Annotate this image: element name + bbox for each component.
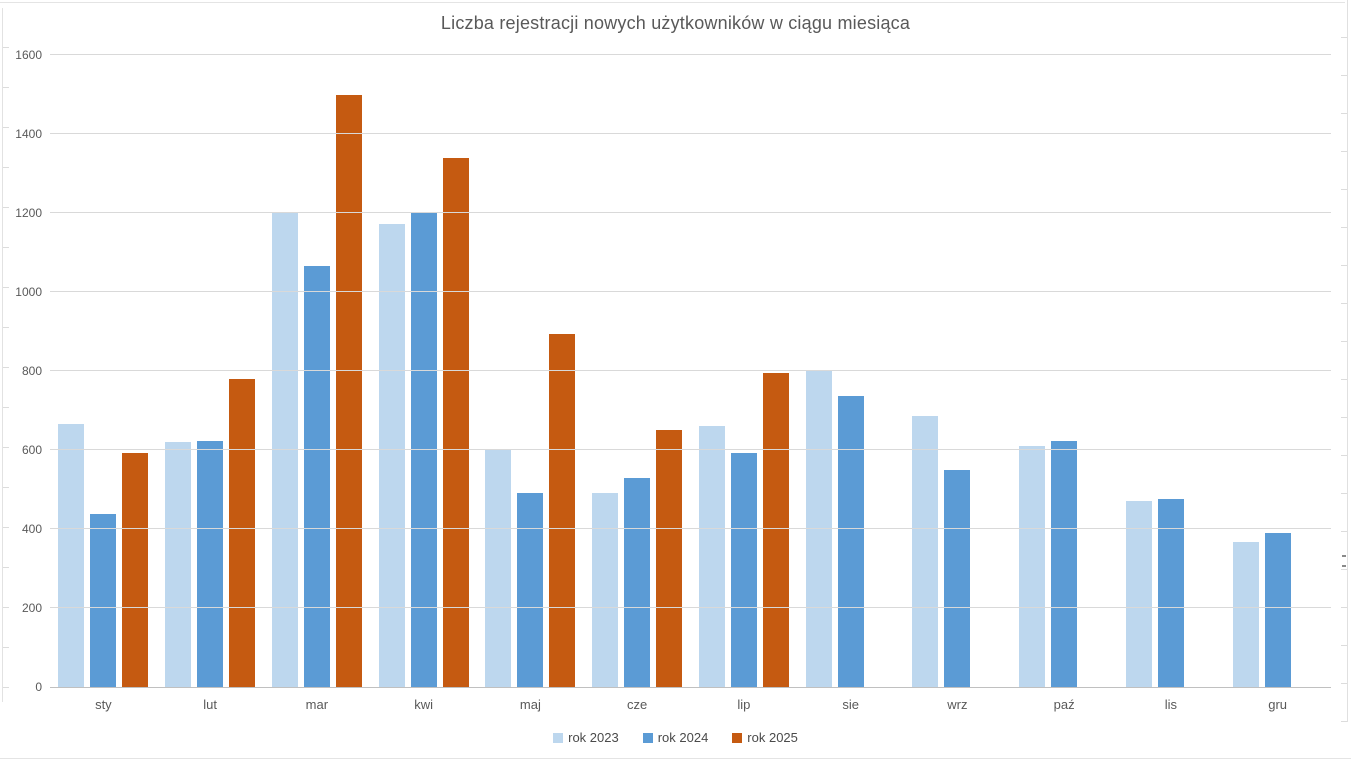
bar-lip-rok-2024 [730,453,757,687]
bar-group-paź [1011,55,1118,687]
cropped-edge-line-bottom [0,758,1351,759]
bar-lip-rok-2023 [698,425,725,687]
bar-cze-rok-2024 [624,477,651,687]
plot-area [50,54,1331,688]
y-tick-label-800: 800 [21,364,42,378]
x-axis-labels: sty lut mar kwi maj cze lip sie wrz paź lis gru [50,697,1331,712]
chart-title: Liczba rejestracji nowych użytkowników w… [440,13,911,33]
x-tick-label-lip: lip [737,697,751,712]
bar-wrz-rok-2024 [944,470,971,687]
x-tick-label-sie: sie [842,697,859,712]
legend-swatch-icon [732,732,743,743]
bar-group-lis [1118,55,1225,687]
bar-group-lut [157,55,264,687]
cropped-edge-ticks-right [1341,0,1348,722]
y-axis-labels: 0 200 400 600 800 1000 1200 1400 1600 [0,48,42,694]
bar-maj-rok-2025 [549,334,576,687]
bar-sty-rok-2025 [122,452,149,687]
y-tick-label-400: 400 [21,522,42,536]
legend-label: rok 2023 [568,730,619,745]
bar-lip-rok-2025 [762,372,789,687]
bar-sie-rok-2024 [837,395,864,687]
x-tick-label-kwi: kwi [414,697,434,712]
x-tick-label-gru: gru [1268,697,1288,712]
bar-group-kwi [370,55,477,687]
x-axis-line [50,687,1331,688]
legend-item-rok-2023: rok 2023 [553,730,619,745]
gridline-800 [50,370,1331,371]
x-tick-label-lis: lis [1164,697,1178,712]
bar-group-sie [797,55,904,687]
bar-group-sty [50,55,157,687]
bar-group-gru [1224,55,1331,687]
legend-item-rok-2024: rok 2024 [642,730,709,745]
gridline-1200 [50,212,1331,213]
legend-swatch-icon [642,732,653,743]
bar-group-mar [264,55,371,687]
bar-paź-rok-2023 [1019,445,1046,687]
bar-group-maj [477,55,584,687]
x-tick-label-paź: paź [1053,697,1075,712]
y-tick-label-1600: 1600 [15,48,42,62]
gridline-400 [50,528,1331,529]
bar-group-lip [691,55,798,687]
gridline-200 [50,607,1331,608]
x-tick-label-maj: maj [519,697,541,712]
bar-mar-rok-2025 [335,94,362,687]
x-tick-label-wrz: wrz [947,697,968,712]
y-tick-label-1400: 1400 [15,127,42,141]
bar-group-cze [584,55,691,687]
x-tick-label-sty: sty [95,697,112,712]
gridline-1000 [50,291,1331,292]
bar-group-wrz [904,55,1011,687]
y-tick-label-0: 0 [35,680,42,694]
bar-mar-rok-2024 [303,266,330,687]
bar-groups [50,55,1331,687]
bar-wrz-rok-2023 [912,416,939,687]
legend-swatch-icon [553,732,564,743]
gridline-1600 [50,54,1331,55]
legend-label: rok 2025 [747,730,798,745]
bar-sty-rok-2023 [58,423,85,687]
chart-legend: rok 2023 rok 2024 rok 2025 [0,730,1351,745]
bar-gru-rok-2024 [1264,532,1291,687]
bar-gru-rok-2023 [1232,542,1259,687]
y-tick-label-1200: 1200 [15,206,42,220]
x-tick-label-mar: mar [305,697,329,712]
bar-cze-rok-2023 [592,493,619,687]
x-tick-label-cze: cze [627,697,648,712]
bar-kwi-rok-2024 [410,213,437,687]
y-tick-label-600: 600 [21,443,42,457]
cropped-edge-smudge [1342,553,1347,571]
bar-lut-rok-2023 [165,442,192,687]
bar-kwi-rok-2023 [378,224,405,687]
gridline-600 [50,449,1331,450]
x-tick-label-lut: lut [203,697,217,712]
cropped-edge-line-top [0,2,1345,3]
bar-lut-rok-2024 [197,440,224,687]
legend-item-rok-2025: rok 2025 [732,730,798,745]
bar-lis-rok-2023 [1125,501,1152,687]
legend-label: rok 2024 [657,730,709,745]
bar-sty-rok-2024 [90,513,117,687]
bar-lut-rok-2025 [229,378,256,687]
y-tick-label-200: 200 [21,601,42,615]
cropped-edge-ticks-left [2,8,9,702]
bar-kwi-rok-2025 [442,157,469,687]
bar-maj-rok-2024 [517,492,544,687]
gridline-1400 [50,133,1331,134]
bar-lis-rok-2024 [1157,498,1184,687]
bar-maj-rok-2023 [485,449,512,687]
bar-cze-rok-2025 [656,430,683,687]
bar-paź-rok-2024 [1051,441,1078,687]
y-tick-label-1000: 1000 [15,285,42,299]
